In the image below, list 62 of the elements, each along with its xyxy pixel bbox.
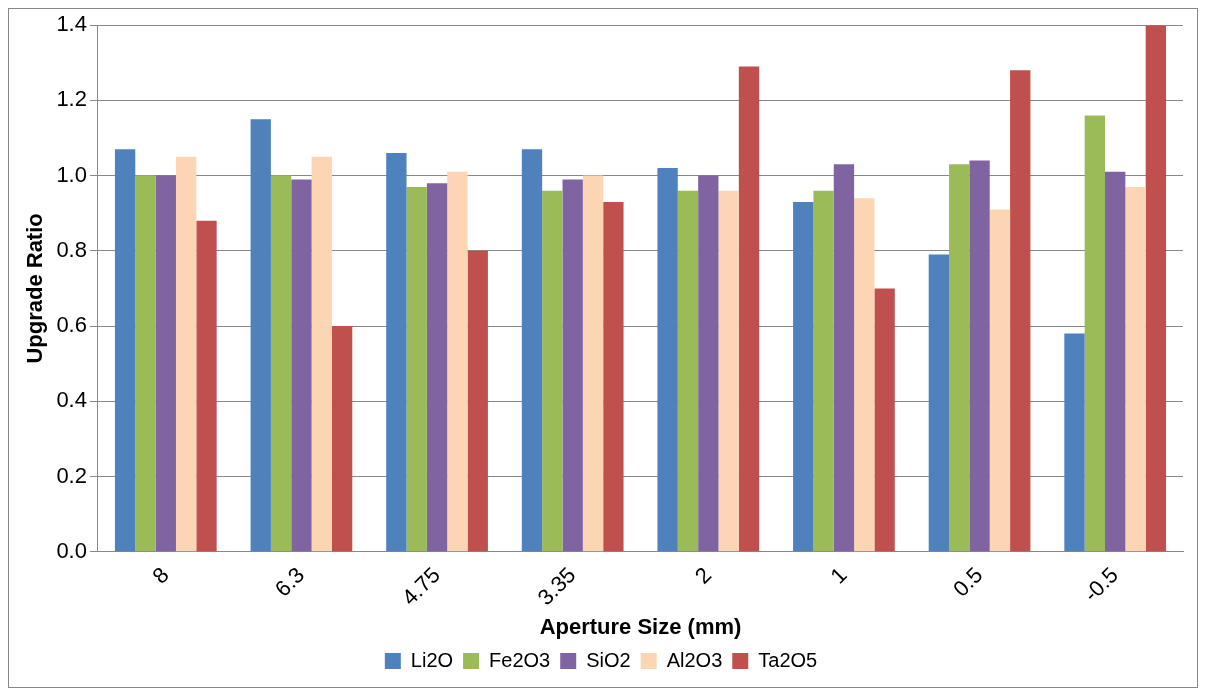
bar: [406, 186, 427, 552]
legend-label: Fe2O3: [489, 648, 551, 671]
bar: [582, 175, 604, 552]
bar: [928, 254, 950, 552]
bar: [603, 201, 624, 552]
bar: [562, 179, 583, 552]
y-tick-label: 1.2: [56, 86, 87, 112]
bar: [813, 190, 834, 552]
bar: [989, 209, 1011, 552]
y-tick-label: 0.0: [56, 537, 87, 563]
bar: [426, 183, 448, 552]
bar: [521, 149, 543, 552]
x-tick-label: 1: [825, 562, 852, 589]
bar: [738, 66, 760, 552]
legend-label: Ta2O5: [758, 648, 818, 671]
bar: [331, 326, 353, 552]
bar: [949, 164, 970, 552]
bar: [175, 156, 197, 552]
x-tick-label: 6.3: [269, 562, 310, 602]
bar: [854, 198, 875, 552]
y-tick-label: 0.8: [56, 236, 87, 262]
x-tick-label: 4.75: [396, 562, 445, 611]
bar: [250, 119, 271, 552]
y-axis-title: Upgrade Ratio: [22, 213, 48, 364]
bar: [311, 156, 332, 552]
y-tick-label: 0.6: [56, 312, 87, 338]
bar: [874, 288, 895, 552]
bar: [1125, 186, 1146, 552]
bar: [291, 179, 312, 552]
legend-label: Al2O3: [666, 648, 723, 671]
bar: [698, 175, 719, 552]
legend-label: Li2O: [410, 648, 454, 671]
bar: [677, 190, 699, 552]
bar: [135, 175, 156, 552]
bar: [657, 168, 678, 552]
x-tick-label: -0.5: [1078, 562, 1124, 607]
bar: [793, 201, 814, 552]
y-tick-label: 0.4: [56, 387, 87, 413]
bar: [386, 153, 407, 552]
bar: [1105, 171, 1126, 552]
x-tick-label: 0.5: [948, 562, 988, 602]
x-axis-title: Aperture Size (mm): [539, 613, 742, 639]
bar: [718, 190, 739, 552]
bar: [542, 190, 563, 552]
bar: [196, 220, 217, 552]
bar: [447, 171, 468, 552]
legend-label: SiO2: [586, 648, 631, 671]
x-tick-label: 2: [689, 562, 717, 589]
bar: [155, 175, 176, 552]
bar: [1010, 70, 1031, 552]
bar: [1084, 115, 1106, 552]
bar: [1064, 333, 1085, 552]
bar: [969, 160, 990, 552]
y-tick-label: 1.4: [56, 11, 87, 37]
y-tick-label: 1.0: [56, 161, 87, 187]
bar: [833, 164, 855, 552]
x-tick-label: 8: [147, 562, 174, 589]
bar: [1145, 25, 1167, 552]
y-tick-label: 0.2: [56, 462, 87, 488]
bar: [270, 175, 292, 552]
bar: [114, 149, 136, 552]
bar: [467, 250, 488, 552]
